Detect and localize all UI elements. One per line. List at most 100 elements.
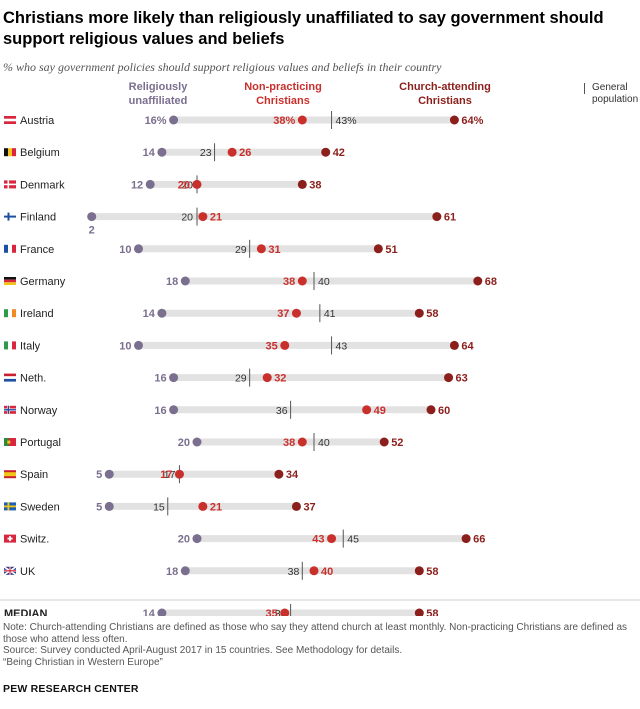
row-sweden-nonpracticing-value: 21 (210, 501, 222, 513)
row-portugal-unaffiliated-value: 20 (178, 437, 190, 449)
row-median-nonpracticing-value: 35 (266, 608, 278, 616)
row-uk-unaffiliated-dot (180, 566, 190, 576)
row-austria-churchattending-value: 64% (461, 115, 483, 127)
row-norway-churchattending-value: 60 (438, 405, 450, 417)
row-france-label: France (20, 244, 54, 256)
row-spain-churchattending-dot (274, 469, 284, 479)
row-spain-label: Spain (20, 469, 48, 481)
row-italy-unaffiliated-value: 10 (119, 340, 131, 352)
row-belgium-nonpracticing-dot (227, 147, 237, 157)
row-belgium-churchattending-dot (321, 147, 331, 157)
row-spain-churchattending-value: 34 (286, 469, 299, 481)
row-austria-churchattending-dot (449, 115, 459, 125)
row-ireland-unaffiliated-dot (157, 308, 167, 318)
row-denmark-general-value: 20 (181, 179, 193, 191)
austria-flag-icon (4, 116, 16, 124)
row-uk-nonpracticing-value: 40 (321, 566, 333, 578)
legend-non-practicing: Non-practicing Christians (244, 81, 322, 107)
sweden-flag-icon (4, 502, 16, 511)
row-germany-churchattending-value: 68 (485, 276, 497, 288)
chart-title: Christians more likely than religiously … (3, 9, 604, 48)
row-switz-nonpracticing-dot (327, 534, 337, 544)
row-germany-nonpracticing-dot (297, 276, 307, 286)
row-finland-unaffiliated-dot (87, 212, 97, 222)
denmark-flag-icon (4, 180, 16, 189)
row-spain-unaffiliated-value: 5 (96, 469, 102, 481)
row-median-churchattending-value: 58 (426, 608, 438, 616)
legend-general-tick (584, 83, 585, 94)
row-germany-unaffiliated-value: 18 (166, 276, 178, 288)
row-median-label: MEDIAN (4, 608, 47, 616)
row-uk-churchattending-value: 58 (426, 566, 438, 578)
row-norway-unaffiliated-dot (169, 405, 179, 415)
footer-brand: PEW RESEARCH CENTER (3, 683, 139, 695)
ireland-flag-icon (4, 309, 16, 318)
switzerland-flag-icon (4, 534, 16, 543)
row-neth-nonpracticing-value: 32 (274, 373, 286, 385)
chart-notes: Note: Church-attending Christians are de… (3, 622, 635, 668)
row-neth-unaffiliated-dot (169, 373, 179, 383)
row-portugal-label: Portugal (20, 437, 61, 449)
row-germany-unaffiliated-dot (180, 276, 190, 286)
finland-flag-icon (4, 212, 16, 221)
row-sweden-churchattending-value: 37 (303, 501, 315, 513)
row-belgium-label: Belgium (20, 147, 60, 159)
row-denmark-nonpracticing-value: 20 (178, 179, 190, 191)
portugal-flag-icon (4, 438, 16, 446)
uk-flag-icon (3, 566, 17, 576)
row-spain-nonpracticing-dot (174, 469, 184, 479)
row-neth-nonpracticing-dot (262, 373, 272, 383)
row-finland-nonpracticing-value: 21 (210, 212, 222, 224)
row-switz-churchattending-dot (461, 534, 471, 544)
row-switz-label: Switz. (20, 534, 49, 546)
row-austria-unaffiliated-dot (169, 115, 179, 125)
row-italy-churchattending-dot (449, 340, 459, 350)
row-portugal-churchattending-dot (379, 437, 389, 447)
row-sweden-unaffiliated-dot (104, 501, 114, 511)
row-norway-unaffiliated-value: 16 (154, 405, 166, 417)
row-norway-churchattending-dot (426, 405, 436, 415)
row-sweden-unaffiliated-value: 5 (96, 501, 102, 513)
row-norway-label: Norway (20, 405, 58, 417)
row-neth-general-value: 29 (235, 373, 247, 385)
row-italy-label: Italy (20, 340, 41, 352)
row-france-unaffiliated-dot (134, 244, 143, 254)
row-spain-nonpracticing-value: 17 (160, 469, 172, 481)
row-belgium-unaffiliated-dot (157, 147, 167, 157)
row-denmark-unaffiliated-value: 12 (131, 179, 143, 191)
row-denmark-label: Denmark (20, 179, 65, 191)
dot-plot-chart: Austria 43% 16% 38% 64% Belgium 23 14 26 42 Denmar… (0, 111, 640, 616)
row-austria-unaffiliated-value: 16% (145, 115, 167, 127)
row-portugal-general-value: 40 (318, 437, 330, 449)
row-switz-churchattending-value: 66 (473, 534, 485, 546)
row-ireland-general-value: 41 (324, 308, 336, 320)
row-portugal-churchattending-value: 52 (391, 437, 403, 449)
france-flag-icon (4, 244, 16, 253)
row-france-nonpracticing-value: 31 (268, 244, 280, 256)
row-spain-unaffiliated-dot (104, 469, 114, 479)
row-median-nonpracticing-dot (280, 608, 290, 616)
row-france-churchattending-dot (373, 244, 383, 254)
row-denmark-churchattending-value: 38 (309, 179, 321, 191)
norway-flag-icon (4, 405, 16, 414)
row-norway-nonpracticing-dot (362, 405, 372, 415)
row-neth-churchattending-value: 63 (456, 373, 468, 385)
row-france-churchattending-value: 51 (385, 244, 397, 256)
row-italy-nonpracticing-dot (280, 340, 290, 350)
row-switz-unaffiliated-value: 20 (178, 534, 190, 546)
row-denmark-churchattending-dot (297, 179, 307, 189)
row-norway-nonpracticing-value: 49 (374, 405, 386, 417)
row-austria-general-value: 43% (336, 115, 357, 127)
row-uk-churchattending-dot (414, 566, 424, 576)
legend-general: General population (592, 82, 639, 105)
row-france-general-value: 29 (235, 244, 247, 256)
note-source: Source: Survey conducted April-August 20… (3, 645, 403, 657)
row-norway-general-value: 36 (276, 405, 288, 417)
row-italy-general-value: 43 (336, 340, 348, 352)
row-finland-unaffiliated-value: 2 (89, 225, 95, 237)
row-uk-nonpracticing-dot (309, 566, 319, 576)
row-uk-general-value: 38 (288, 566, 300, 578)
row-portugal-nonpracticing-dot (297, 437, 307, 447)
germany-flag-icon (4, 277, 16, 285)
row-italy-churchattending-value: 64 (461, 340, 474, 352)
